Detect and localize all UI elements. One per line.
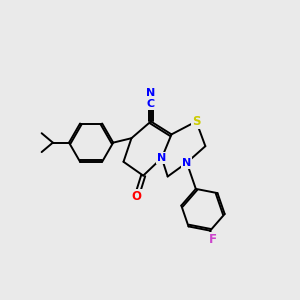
Text: O: O	[132, 190, 142, 203]
Text: C: C	[146, 99, 154, 110]
Text: N: N	[146, 88, 155, 98]
Text: F: F	[209, 232, 217, 245]
Text: N: N	[157, 153, 167, 163]
Text: N: N	[182, 158, 191, 168]
Text: S: S	[192, 115, 200, 128]
